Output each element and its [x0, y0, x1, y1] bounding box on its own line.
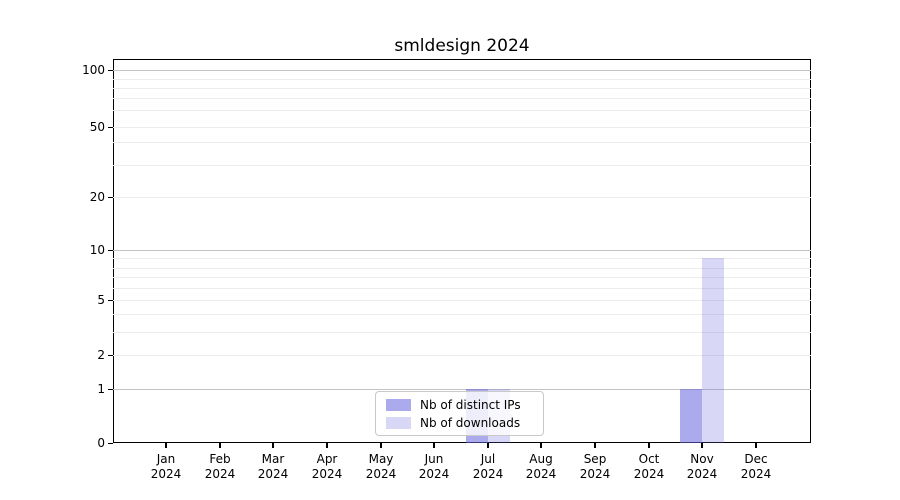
- y-tick-100: [108, 69, 113, 71]
- x-tick-feb: [219, 443, 221, 448]
- x-tick-apr: [326, 443, 328, 448]
- x-tick-mar: [272, 443, 274, 448]
- x-tick-year-jan: 2024: [150, 467, 182, 481]
- x-tick-dec: [755, 443, 757, 448]
- x-tick-oct: [648, 443, 650, 448]
- grid-line-minor-3: [113, 332, 811, 333]
- grid-line-minor-8: [113, 268, 811, 269]
- grid-line-minor-7: [113, 277, 811, 278]
- grid-line-minor-40: [113, 142, 811, 143]
- y-tick-label-20: 20: [89, 190, 105, 204]
- grid-line-minor-5: [113, 300, 811, 301]
- grid-line-minor-70: [113, 98, 811, 99]
- y-tick-label-0: 0: [97, 436, 105, 450]
- legend-item-distinct-ips: Nb of distinct IPs: [386, 398, 543, 412]
- y-tick-label-2: 2: [97, 348, 105, 362]
- x-tick-sep: [594, 443, 596, 448]
- y-tick-label-100: 100: [82, 63, 105, 77]
- y-tick-5: [108, 299, 113, 301]
- grid-line-minor-6: [113, 288, 811, 289]
- grid-line-minor-60: [113, 110, 811, 111]
- legend-label-distinct-ips: Nb of distinct IPs: [420, 397, 521, 412]
- grid-line-minor-90: [113, 79, 811, 80]
- x-tick-label-nov: Nov 2024: [674, 452, 730, 482]
- legend-item-downloads: Nb of downloads: [386, 416, 543, 430]
- legend-swatch-distinct-ips: [386, 398, 411, 411]
- y-tick-label-1: 1: [97, 382, 105, 396]
- legend-label-downloads: Nb of downloads: [420, 415, 521, 430]
- x-tick-jan: [165, 443, 167, 448]
- x-tick-label-oct: Oct 2024: [621, 452, 677, 482]
- legend-swatch-downloads: [386, 416, 411, 429]
- x-tick-year-dec: 2024: [740, 467, 772, 481]
- grid-line-minor-4: [113, 314, 811, 315]
- x-tick-year-aug: 2024: [525, 467, 557, 481]
- chart-title: smldesign 2024: [394, 36, 530, 56]
- x-tick-label-jun: Jun 2024: [406, 452, 462, 482]
- grid-line-minor-30: [113, 165, 811, 166]
- y-tick-20: [108, 196, 113, 198]
- x-tick-label-dec: Dec 2024: [728, 452, 784, 482]
- x-tick-year-oct: 2024: [633, 467, 665, 481]
- x-tick-year-nov: 2024: [686, 467, 718, 481]
- y-tick-label-50: 50: [89, 120, 105, 134]
- grid-line-major-100: [113, 70, 811, 71]
- x-tick-jul: [487, 443, 489, 448]
- y-tick-10: [108, 249, 113, 251]
- y-tick-2: [108, 354, 113, 356]
- y-tick-50: [108, 126, 113, 128]
- grid-line-minor-9: [113, 258, 811, 259]
- x-tick-nov: [701, 443, 703, 448]
- y-tick-0: [108, 442, 113, 444]
- x-tick-aug: [540, 443, 542, 448]
- grid-line-minor-80: [113, 88, 811, 89]
- x-tick-year-sep: 2024: [579, 467, 611, 481]
- bar-downloads-nov: [702, 258, 724, 443]
- x-tick-year-jul: 2024: [472, 467, 504, 481]
- grid-line-minor-2: [113, 355, 811, 356]
- x-tick-year-feb: 2024: [204, 467, 236, 481]
- grid-line-major-10: [113, 250, 811, 251]
- x-tick-label-feb: Feb 2024: [192, 452, 248, 482]
- grid-line-major-1: [113, 389, 811, 390]
- grid-line-minor-20: [113, 197, 811, 198]
- x-tick-jun: [433, 443, 435, 448]
- x-tick-year-apr: 2024: [311, 467, 343, 481]
- y-tick-label-5: 5: [97, 293, 105, 307]
- x-tick-year-jun: 2024: [418, 467, 450, 481]
- x-tick-year-may: 2024: [365, 467, 397, 481]
- x-tick-year-mar: 2024: [257, 467, 289, 481]
- x-tick-label-sep: Sep 2024: [567, 452, 623, 482]
- x-tick-label-may: May 2024: [353, 452, 409, 482]
- x-tick-may: [380, 443, 382, 448]
- x-tick-label-jan: Jan 2024: [138, 452, 194, 482]
- bar-distinct-ips-nov: [680, 389, 702, 443]
- x-tick-label-apr: Apr 2024: [299, 452, 355, 482]
- x-tick-label-jul: Jul 2024: [460, 452, 516, 482]
- plot-area: [113, 59, 811, 443]
- y-tick-1: [108, 388, 113, 390]
- grid-line-minor-50: [113, 127, 811, 128]
- legend: Nb of distinct IPs Nb of downloads: [375, 391, 544, 436]
- x-tick-label-mar: Mar 2024: [245, 452, 301, 482]
- y-tick-label-10: 10: [89, 243, 105, 257]
- x-tick-label-aug: Aug 2024: [513, 452, 569, 482]
